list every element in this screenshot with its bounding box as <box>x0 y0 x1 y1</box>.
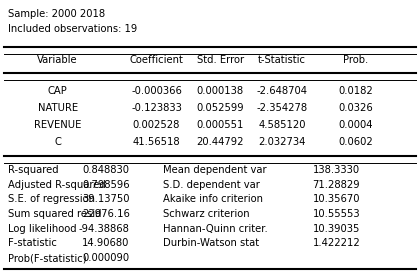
Text: 10.35670: 10.35670 <box>313 194 360 204</box>
Text: 0.0182: 0.0182 <box>339 86 373 96</box>
Text: 10.39035: 10.39035 <box>313 224 360 234</box>
Text: t-Statistic: t-Statistic <box>258 55 306 65</box>
Text: Schwarz criterion: Schwarz criterion <box>163 209 249 219</box>
Text: Log likelihood: Log likelihood <box>8 224 77 234</box>
Text: Prob.: Prob. <box>344 55 369 65</box>
Text: 0.848830: 0.848830 <box>83 165 130 175</box>
Text: 39.13750: 39.13750 <box>82 194 130 204</box>
Text: Variable: Variable <box>37 55 78 65</box>
Text: Sum squared resid: Sum squared resid <box>8 209 102 219</box>
Text: Prob(F-statistic): Prob(F-statistic) <box>8 253 87 263</box>
Text: 0.0602: 0.0602 <box>339 137 373 147</box>
Text: C: C <box>54 137 61 147</box>
Text: 0.000551: 0.000551 <box>197 120 244 130</box>
Text: R-squared: R-squared <box>8 165 59 175</box>
Text: 22976.16: 22976.16 <box>82 209 130 219</box>
Text: 0.0004: 0.0004 <box>339 120 373 130</box>
Text: 138.3330: 138.3330 <box>313 165 360 175</box>
Text: 2.032734: 2.032734 <box>258 137 306 147</box>
Text: Sample: 2000 2018: Sample: 2000 2018 <box>8 9 105 19</box>
Text: Coefficient: Coefficient <box>129 55 184 65</box>
Text: Std. Error: Std. Error <box>197 55 244 65</box>
Text: 0.052599: 0.052599 <box>197 103 244 113</box>
Text: S.D. dependent var: S.D. dependent var <box>163 180 260 190</box>
Text: 10.55553: 10.55553 <box>312 209 360 219</box>
Text: 1.422212: 1.422212 <box>312 238 360 248</box>
Text: -2.354278: -2.354278 <box>257 103 307 113</box>
Text: 41.56518: 41.56518 <box>133 137 180 147</box>
Text: 0.000138: 0.000138 <box>197 86 244 96</box>
Text: Durbin-Watson stat: Durbin-Watson stat <box>163 238 259 248</box>
Text: F-statistic: F-statistic <box>8 238 57 248</box>
Text: S.E. of regression: S.E. of regression <box>8 194 95 204</box>
Text: -0.123833: -0.123833 <box>131 103 182 113</box>
Text: CAP: CAP <box>48 86 68 96</box>
Text: 20.44792: 20.44792 <box>197 137 244 147</box>
Text: 4.585120: 4.585120 <box>258 120 306 130</box>
Text: NATURE: NATURE <box>38 103 78 113</box>
Text: 0.798596: 0.798596 <box>82 180 130 190</box>
Text: 0.0326: 0.0326 <box>339 103 373 113</box>
Text: Mean dependent var: Mean dependent var <box>163 165 266 175</box>
Text: Hannan-Quinn criter.: Hannan-Quinn criter. <box>163 224 268 234</box>
Text: -94.38868: -94.38868 <box>79 224 130 234</box>
Text: Adjusted R-squared: Adjusted R-squared <box>8 180 106 190</box>
Text: -2.648704: -2.648704 <box>257 86 307 96</box>
Text: Akaike info criterion: Akaike info criterion <box>163 194 262 204</box>
Text: Included observations: 19: Included observations: 19 <box>8 24 138 34</box>
Text: 0.000090: 0.000090 <box>83 253 130 263</box>
Text: 71.28829: 71.28829 <box>312 180 360 190</box>
Text: 0.002528: 0.002528 <box>133 120 180 130</box>
Text: -0.000366: -0.000366 <box>131 86 182 96</box>
Text: REVENUE: REVENUE <box>34 120 81 130</box>
Text: 14.90680: 14.90680 <box>82 238 130 248</box>
